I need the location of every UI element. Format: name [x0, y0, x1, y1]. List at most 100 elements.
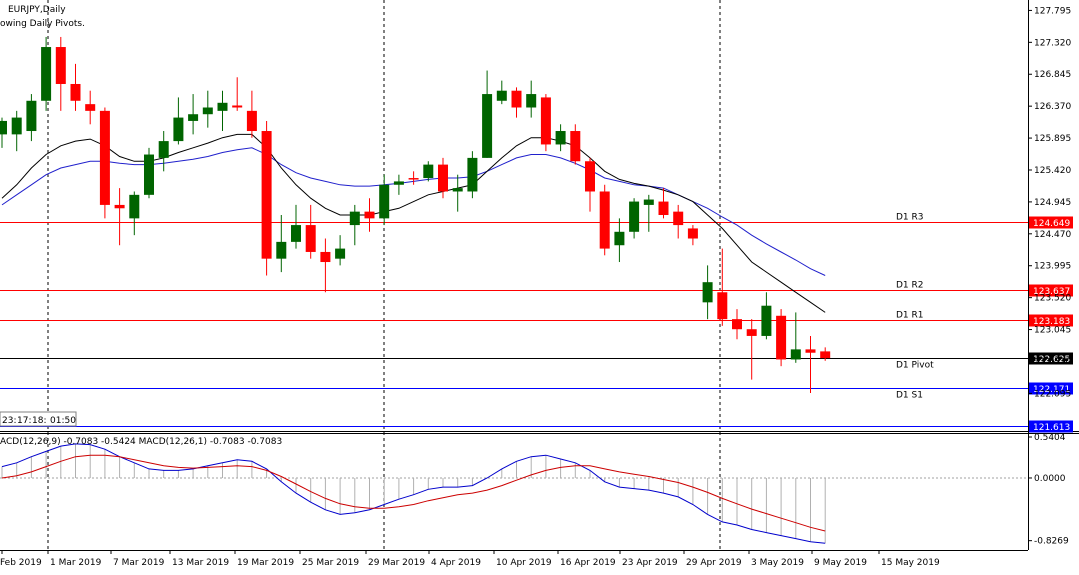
- price-tag-bg-0: [1029, 216, 1073, 229]
- macd-main-line: [1, 443, 826, 544]
- candle-body: [673, 211, 684, 226]
- candle-body: [379, 184, 390, 219]
- candle-15: [217, 90, 228, 132]
- price-tick-label-6: 124.945: [1034, 198, 1071, 208]
- macd-header: ACD(12,26,9) -0.7083 -0.5424 MACD(12,26,…: [0, 437, 282, 447]
- time-tick-label-7: 4 Apr 2019: [431, 558, 481, 568]
- time-tick-label-12: 3 May 2019: [751, 558, 804, 568]
- price-tick-label-8: 123.995: [1034, 262, 1071, 272]
- price-tick-label-10: 123.045: [1034, 326, 1071, 336]
- candle-17: [246, 90, 257, 138]
- candle-8: [114, 188, 125, 246]
- candle-49: [717, 248, 728, 326]
- candle-12: [173, 97, 184, 145]
- candle-body: [732, 319, 742, 330]
- candle-body: [511, 90, 522, 108]
- price-tag-bg-3: [1029, 352, 1073, 365]
- candle-body: [776, 315, 787, 360]
- candle-55: [805, 335, 816, 394]
- candle-9: [129, 191, 140, 236]
- time-tick-label-8: 10 Apr 2019: [496, 558, 552, 568]
- candle-35: [511, 87, 522, 118]
- price-tick-label-1: 127.320: [1034, 38, 1071, 48]
- candle-24: [349, 204, 360, 246]
- pivot-label-4: D1 S1: [896, 391, 923, 401]
- candle-body: [746, 329, 757, 336]
- price-tag-bg-5: [1029, 420, 1073, 433]
- candle-2: [26, 94, 37, 142]
- time-tick-label-1: 1 Mar 2019: [50, 558, 102, 568]
- candle-47: [687, 225, 698, 246]
- countdown-timer: 23: 17: 18: 01:50: [0, 411, 77, 427]
- candle-body: [438, 164, 448, 192]
- indicator-note: owing Daily Pivots.: [0, 19, 85, 29]
- price-tick-label-12: 122.095: [1034, 389, 1071, 399]
- candle-25: [364, 198, 375, 232]
- candle-body: [614, 231, 625, 246]
- candle-34: [496, 80, 507, 105]
- candle-body: [393, 181, 404, 185]
- time-tick-label-13: 9 May 2019: [814, 558, 867, 568]
- price-tick-label-2: 126.845: [1034, 70, 1071, 80]
- candle-body: [482, 94, 493, 158]
- candle-28: [408, 171, 419, 185]
- pivot-levels: D1 R3 D1 R2 D1 R1 D1 Pivot D1 S1: [0, 213, 1028, 427]
- candle-body: [55, 47, 66, 84]
- price-tag-bg-2: [1029, 314, 1073, 327]
- candle-48: [702, 265, 713, 320]
- candle-38: [555, 124, 566, 152]
- candle-body: [540, 97, 551, 145]
- candle-body: [173, 117, 184, 142]
- candle-body: [202, 107, 213, 115]
- macd-panel: [0, 431, 1079, 544]
- pivot-label-3: D1 Pivot: [896, 361, 934, 371]
- candle-body: [452, 188, 463, 192]
- candle-body: [790, 349, 801, 360]
- candle-body: [144, 154, 154, 195]
- pivot-label-0: D1 R3: [896, 213, 924, 223]
- candle-39: [570, 124, 581, 165]
- candle-29: [423, 161, 434, 182]
- candle-51: [746, 319, 757, 380]
- candle-44: [643, 194, 654, 232]
- candle-32: [467, 151, 478, 199]
- candle-body: [305, 225, 316, 252]
- candle-42: [614, 218, 625, 263]
- candle-40: [585, 157, 595, 212]
- candle-body: [805, 349, 816, 353]
- price-tick-label-11: 122.570: [1034, 357, 1071, 367]
- countdown-minutes: 18:: [32, 416, 46, 426]
- candle-body: [364, 211, 375, 219]
- macd-tick-label-0: 0.5404: [1034, 433, 1066, 443]
- macd-signal-line: [1, 454, 826, 532]
- time-tick-label-5: 25 Mar 2019: [302, 558, 359, 568]
- price-tag-2: 123.183: [1033, 317, 1070, 327]
- candle-1: [11, 110, 22, 152]
- candle-3: [41, 36, 52, 111]
- price-tick-label-4: 125.895: [1034, 134, 1071, 144]
- candle-45: [658, 188, 669, 219]
- time-tick-label-14: 15 May 2019: [881, 558, 940, 568]
- price-tag-bg-1: [1029, 284, 1073, 297]
- candle-body: [467, 157, 478, 192]
- candle-21: [305, 204, 316, 259]
- candle-body: [276, 241, 287, 259]
- candle-body: [291, 225, 301, 242]
- candle-43: [629, 198, 640, 239]
- candle-50: [732, 309, 742, 340]
- price-tag-4: 122.171: [1033, 385, 1070, 395]
- countdown-days: 23:: [2, 416, 16, 426]
- candle-30: [438, 157, 448, 199]
- candle-body: [599, 191, 610, 249]
- price-tag-0: 124.649: [1033, 219, 1070, 229]
- candle-body: [41, 47, 52, 101]
- time-tick-label-10: 23 Apr 2019: [622, 558, 678, 568]
- candle-53: [776, 309, 787, 367]
- candle-27: [393, 174, 404, 195]
- candle-19: [276, 215, 287, 273]
- candle-body: [423, 164, 434, 179]
- time-tick-label-2: 7 Mar 2019: [113, 558, 165, 568]
- candle-41: [599, 184, 610, 256]
- candle-body: [158, 141, 169, 158]
